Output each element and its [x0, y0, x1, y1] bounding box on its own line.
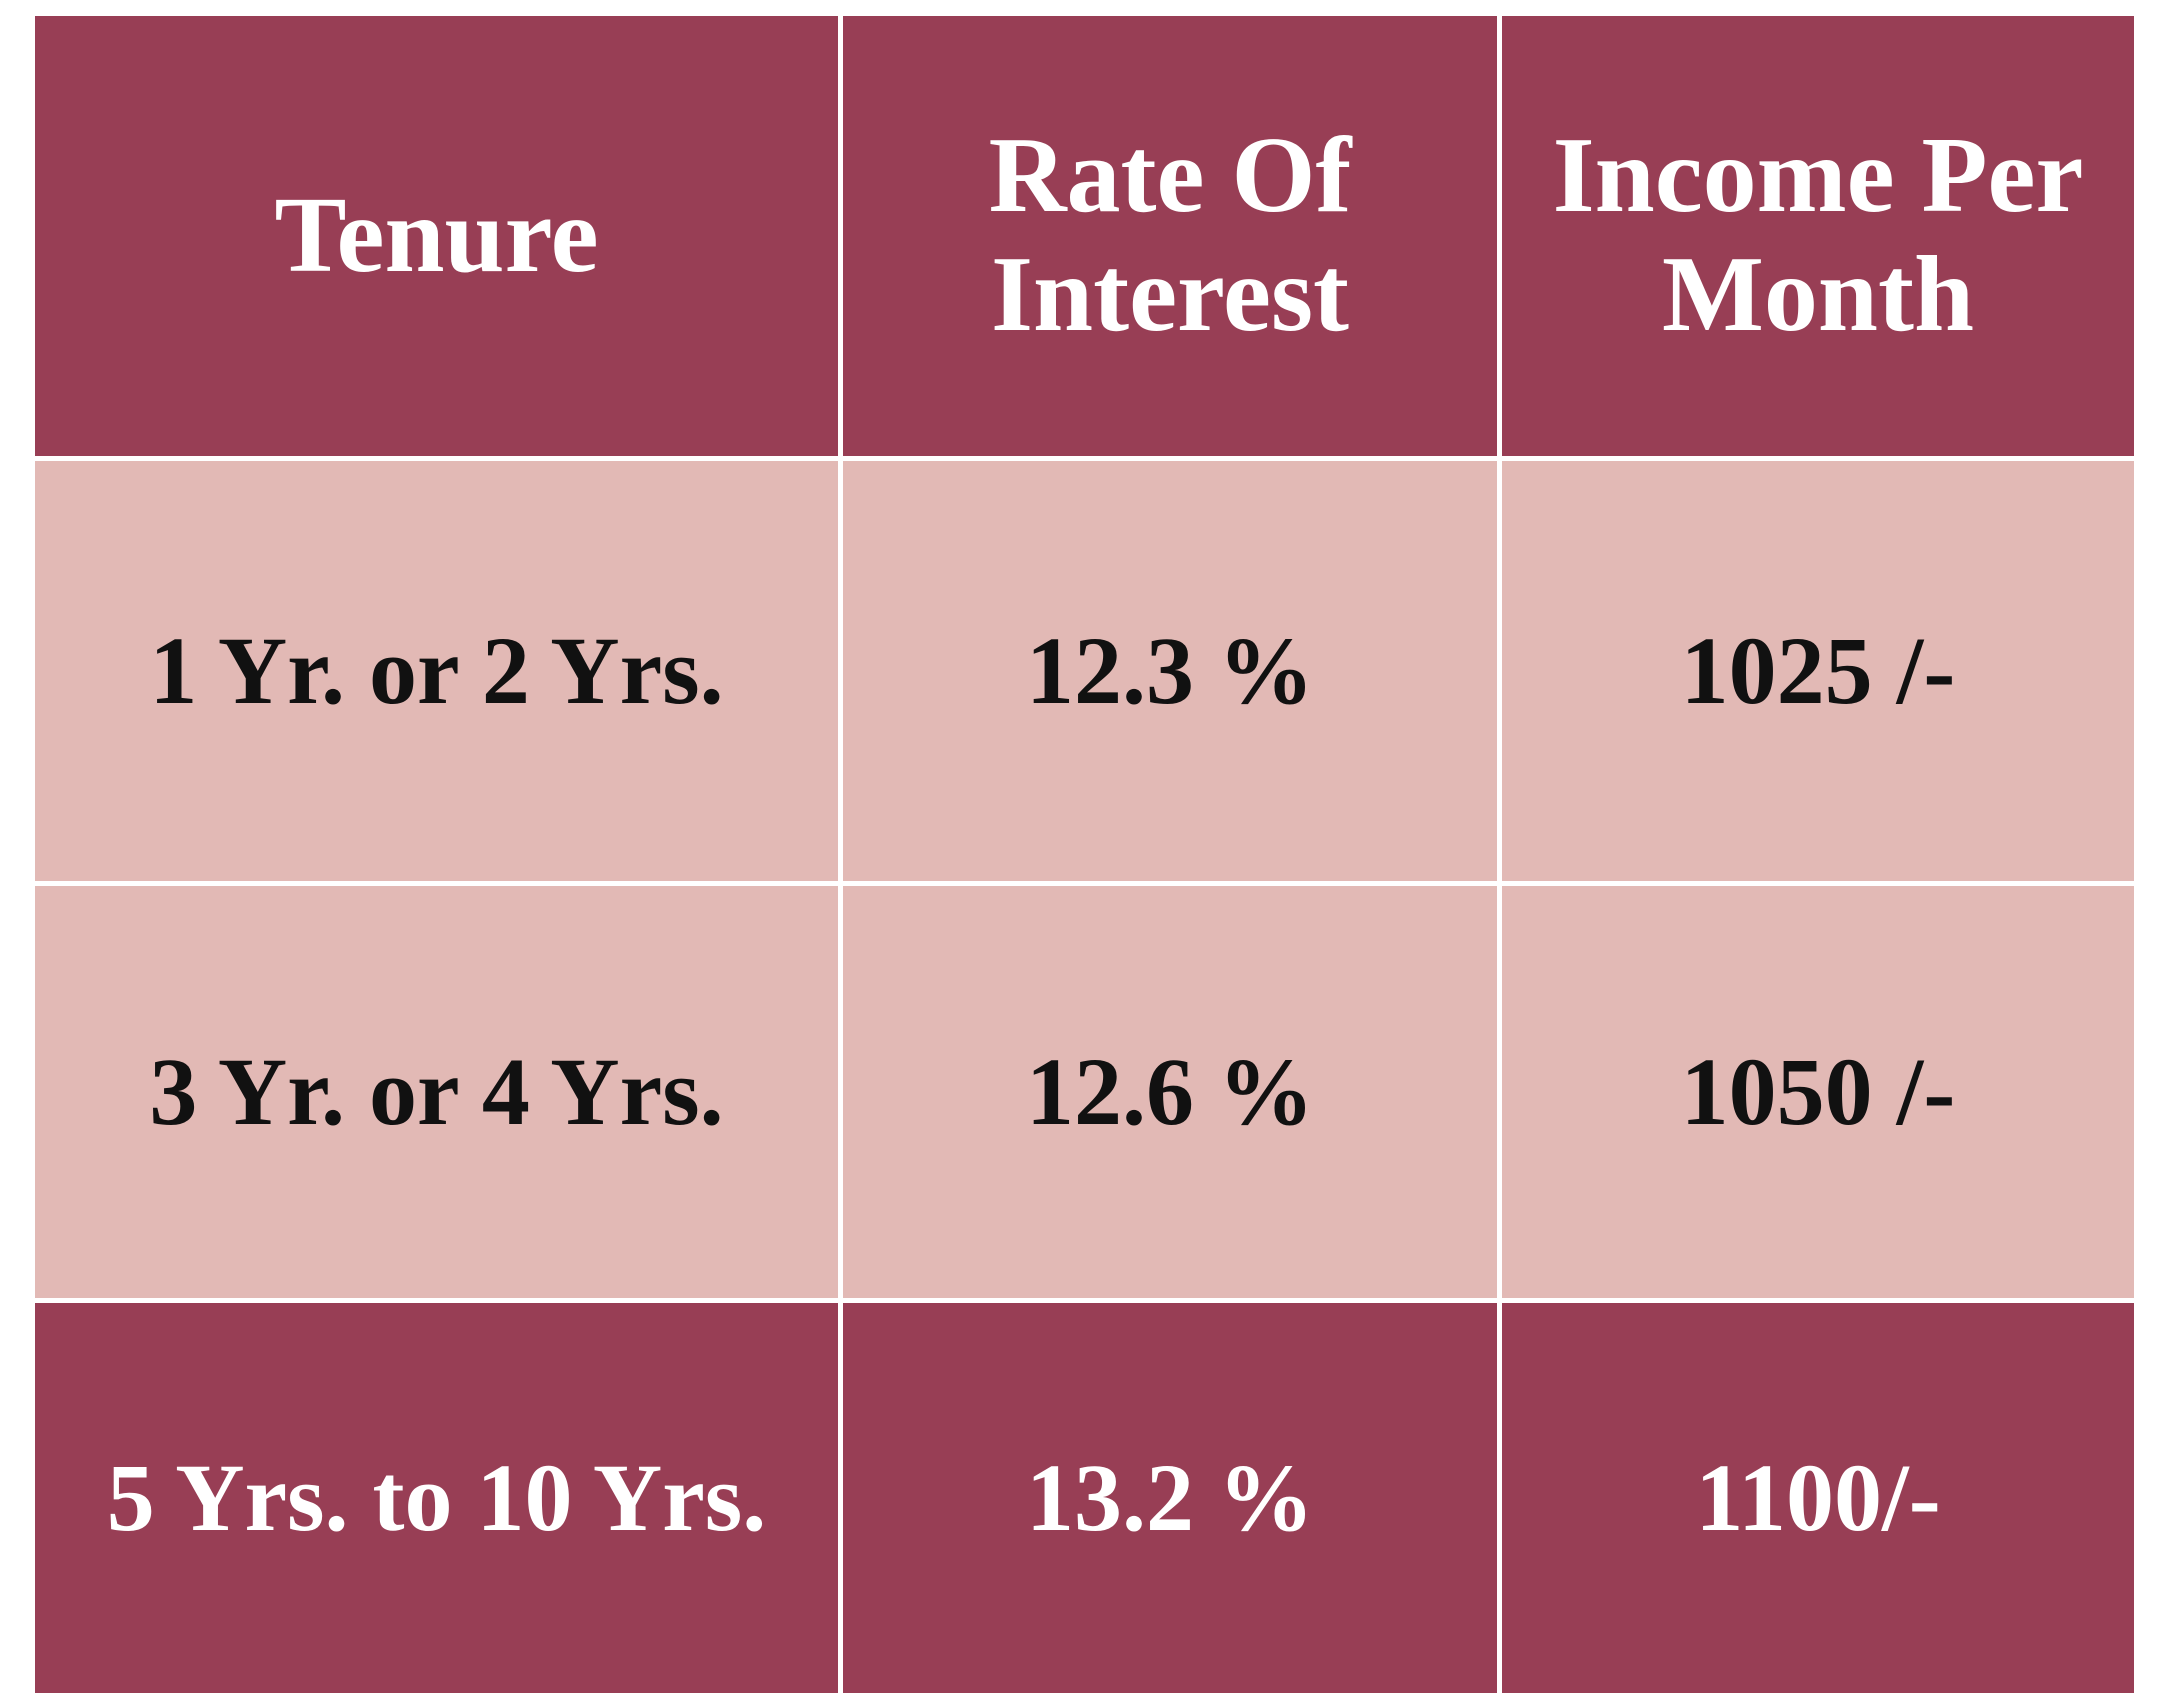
cell: 5 Yrs. to 10 Yrs.: [30, 1298, 843, 1698]
header-row: Tenure Rate Of Interest Income Per Month: [30, 11, 2139, 461]
cell: 13.2 %: [838, 1298, 1502, 1698]
rate-table: Tenure Rate Of Interest Income Per Month…: [30, 11, 2139, 1698]
header-cell: Income Per Month: [1497, 11, 2139, 461]
cell: 1100/-: [1497, 1298, 2139, 1698]
cell: 1 Yr. or 2 Yrs.: [30, 456, 843, 886]
cell: 12.6 %: [838, 881, 1502, 1303]
table-row: 5 Yrs. to 10 Yrs. 13.2 % 1100/-: [30, 1298, 2139, 1698]
header-cell: Rate Of Interest: [838, 11, 1502, 461]
table-row: 3 Yr. or 4 Yrs. 12.6 % 1050 /-: [30, 881, 2139, 1303]
cell: 12.3 %: [838, 456, 1502, 886]
cell: 3 Yr. or 4 Yrs.: [30, 881, 843, 1303]
cell: 1050 /-: [1497, 881, 2139, 1303]
header-cell: Tenure: [30, 11, 843, 461]
table-row: 1 Yr. or 2 Yrs. 12.3 % 1025 /-: [30, 456, 2139, 886]
cell: 1025 /-: [1497, 456, 2139, 886]
